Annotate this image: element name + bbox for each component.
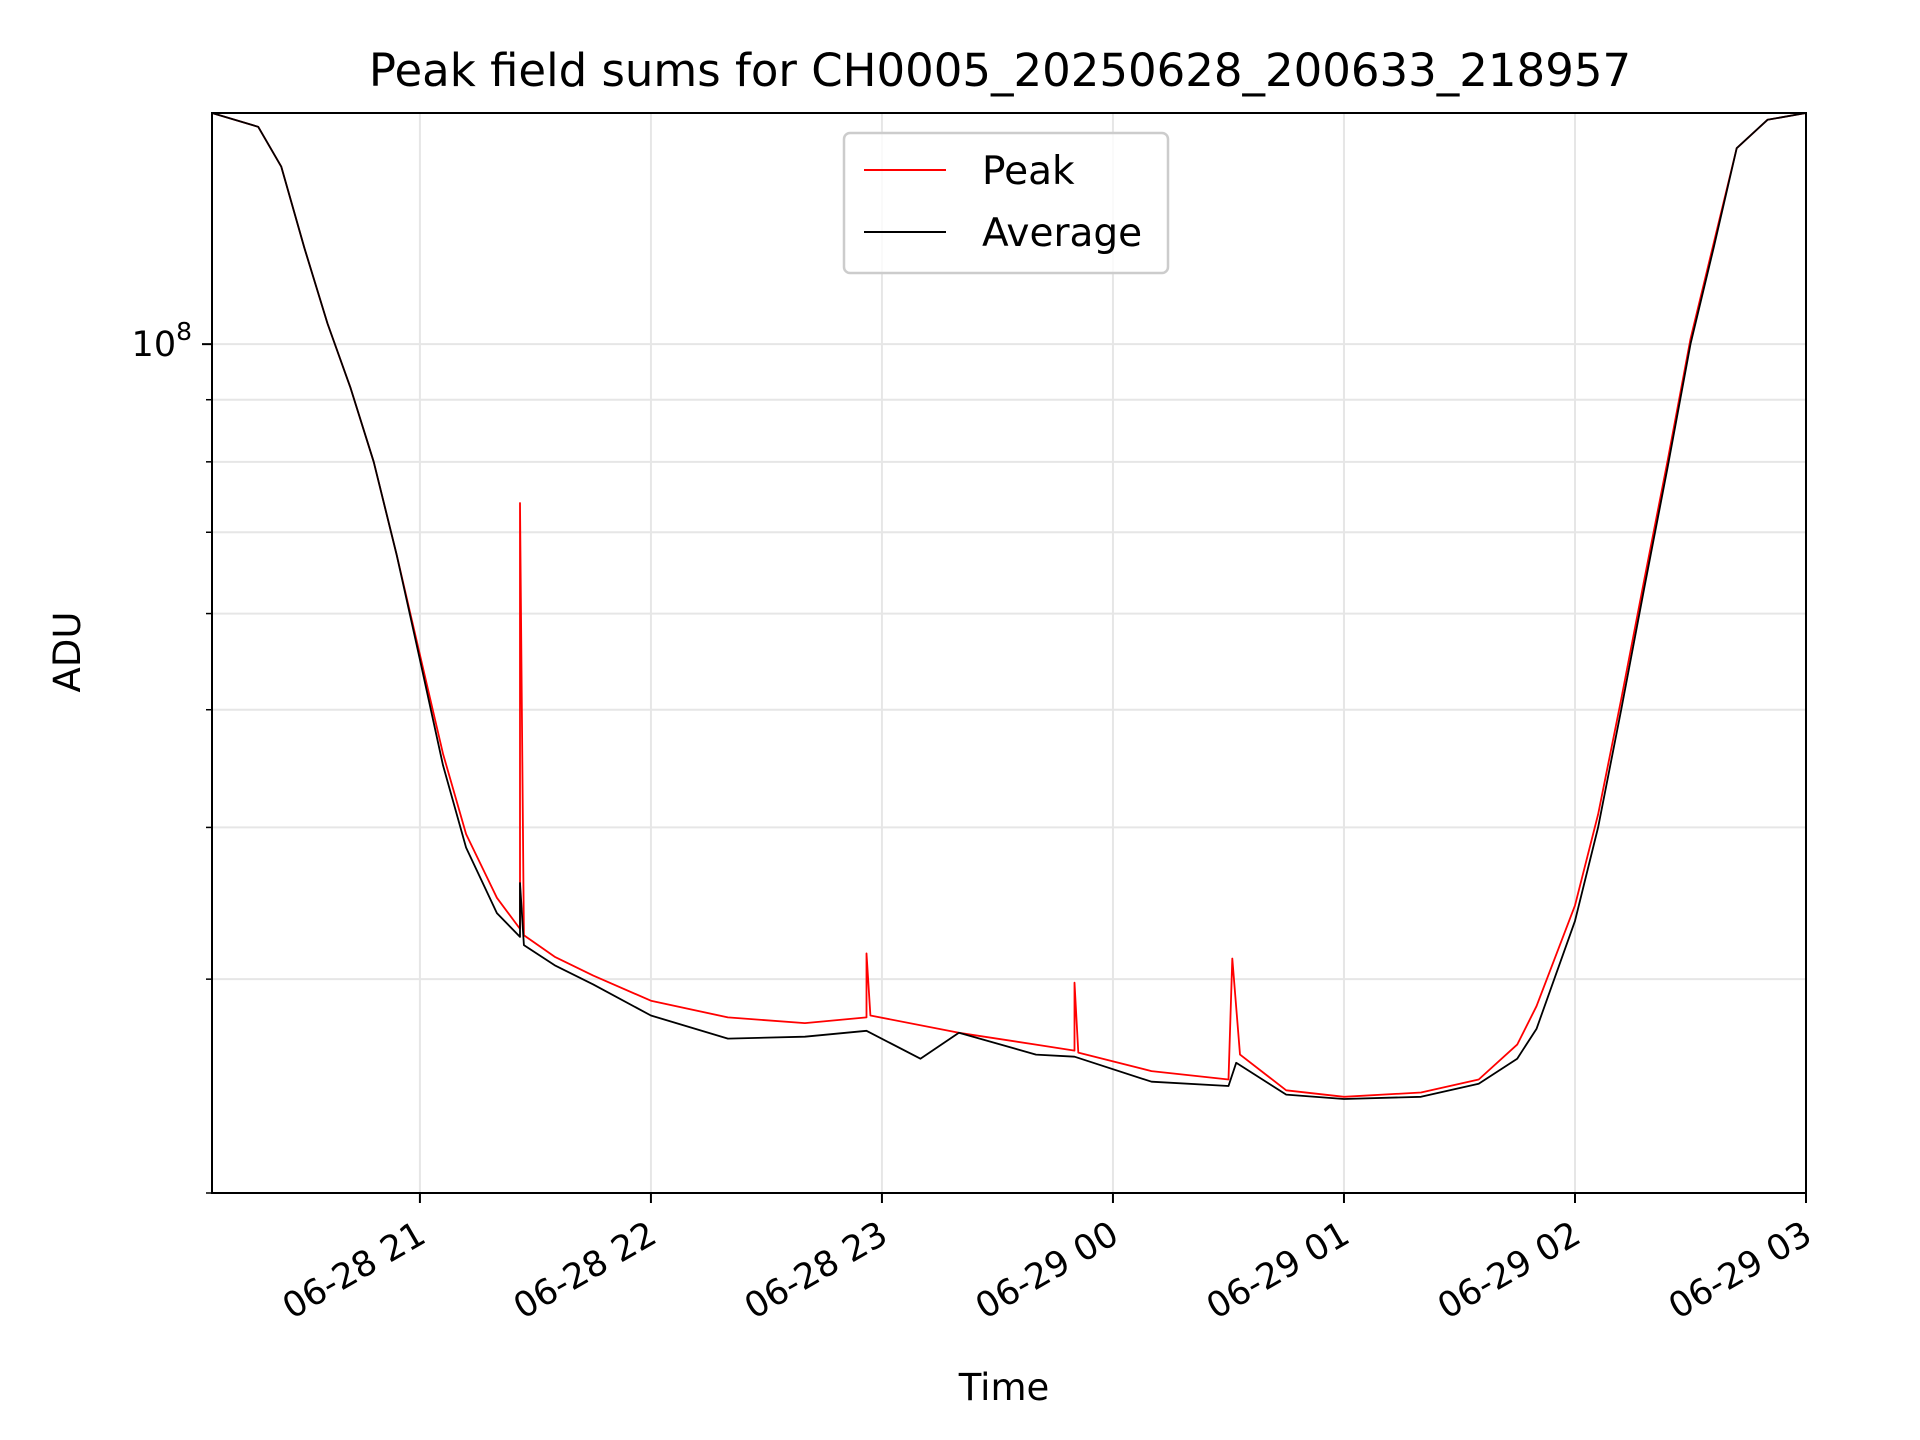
- plot-frame: [211, 112, 1807, 1194]
- chart-title: Peak field sums for CH0005_20250628_2006…: [369, 44, 1631, 97]
- series-layer: [211, 112, 1807, 1100]
- y-tick-label: 108: [132, 317, 192, 365]
- legend-label-peak: Peak: [982, 149, 1075, 194]
- legend-box: [842, 131, 1170, 275]
- series-line-average: [211, 112, 1807, 1100]
- y-axis-label: ADU: [46, 612, 89, 693]
- legend: Peak Average: [842, 131, 1170, 275]
- legend-label-average: Average: [982, 211, 1142, 256]
- x-axis-label: Time: [958, 1366, 1050, 1409]
